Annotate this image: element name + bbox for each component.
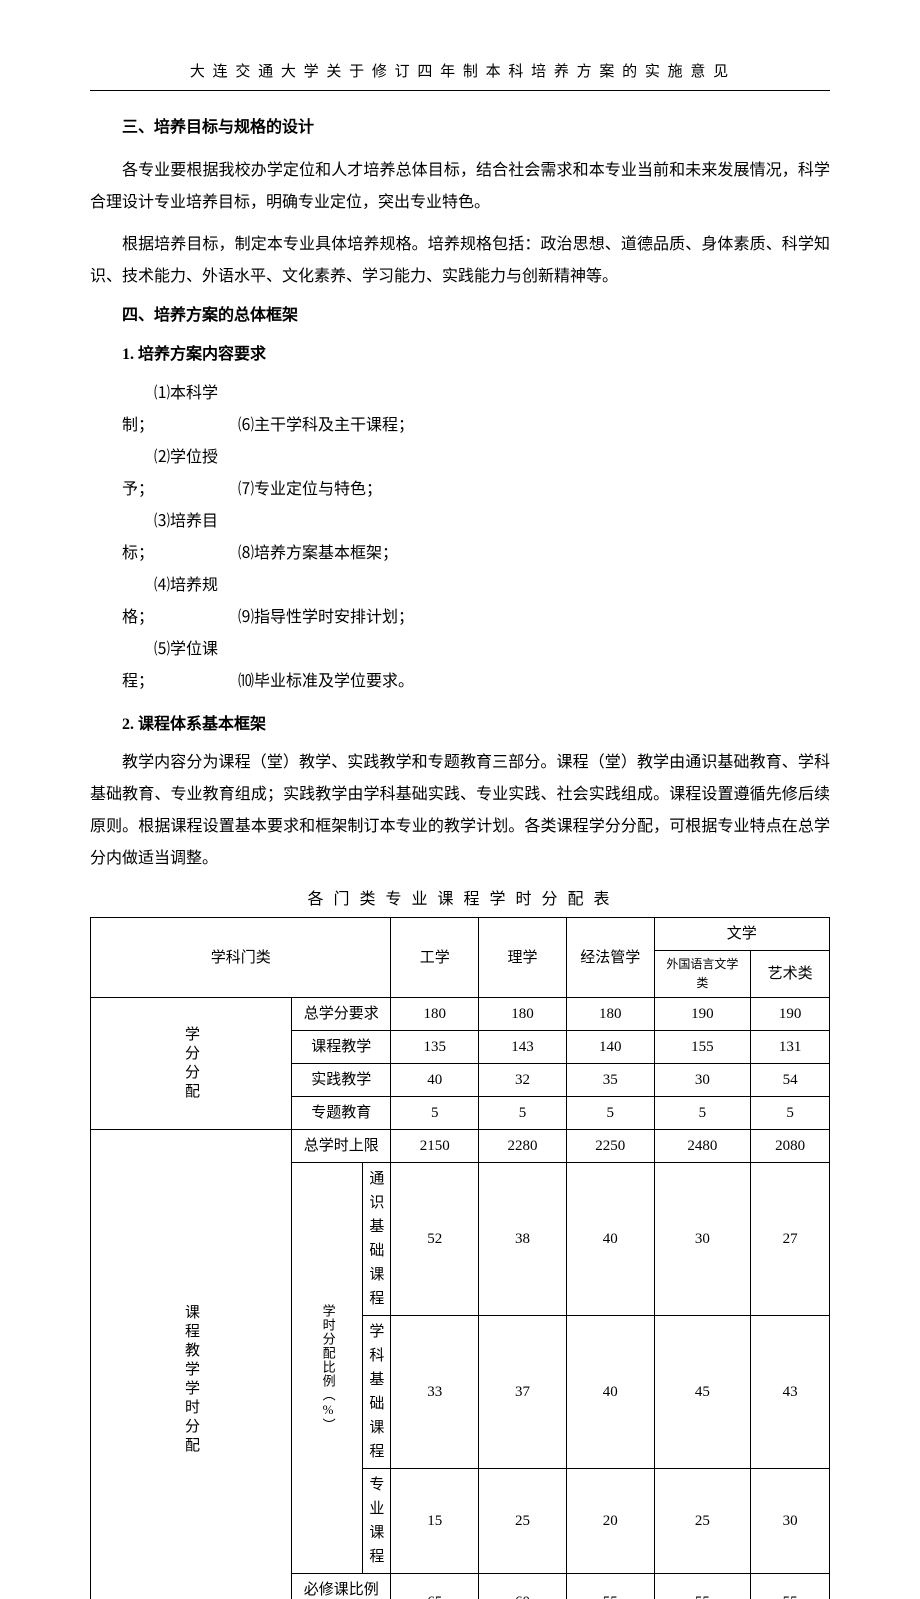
- table-title: 各 门 类 专 业 课 程 学 时 分 配 表: [90, 887, 830, 913]
- list-item-4-right: ⑼指导性学时安排计划；: [238, 609, 414, 626]
- g1-r3-eng: 40: [391, 1064, 479, 1097]
- g2-r2-eng: 52: [391, 1163, 479, 1316]
- g2-r2-sci: 38: [479, 1163, 567, 1316]
- list-item-3-right: ⑻培养方案基本框架；: [238, 545, 398, 562]
- list-item-5-right: ⑽毕业标准及学位要求。: [238, 673, 414, 690]
- g2-r2-h: 通识基础课程: [363, 1163, 391, 1316]
- g2-r1-l2: 2080: [751, 1130, 830, 1163]
- table-row-g2-r1: 课程教学学时分配 总学时上限 2150 2280 2250 2480 2080: [91, 1130, 830, 1163]
- g2-r5-sci: 60: [479, 1574, 567, 1599]
- th-lit-sub2: 艺术类: [751, 950, 830, 997]
- list-item-1-left: ⑴本科学制；: [122, 378, 234, 442]
- g2-r1-sci: 2280: [479, 1130, 567, 1163]
- list-row-4: ⑷培养规格； ⑼指导性学时安排计划；: [90, 570, 830, 634]
- g1-r4-ecolaw: 5: [566, 1097, 654, 1130]
- g1-r2-l2: 131: [751, 1031, 830, 1064]
- list-row-2: ⑵学位授予； ⑺专业定位与特色；: [90, 442, 830, 506]
- g1-label: 学分分配: [91, 998, 292, 1130]
- g2-r4-sci: 25: [479, 1469, 567, 1574]
- th-engineering: 工学: [391, 917, 479, 997]
- g2-sub-label: 学时分配比例（%）: [292, 1163, 363, 1574]
- g1-r2-ecolaw: 140: [566, 1031, 654, 1064]
- g2-r4-l1: 25: [654, 1469, 751, 1574]
- g1-r2-eng: 135: [391, 1031, 479, 1064]
- list-item-5-left: ⑸学位课程；: [122, 634, 234, 698]
- g2-r2-ecolaw: 40: [566, 1163, 654, 1316]
- g2-r3-l1: 45: [654, 1316, 751, 1469]
- g2-r5-h: 必修课比例（%）: [292, 1574, 391, 1599]
- document-header: 大 连 交 通 大 学 关 于 修 订 四 年 制 本 科 培 养 方 案 的 …: [90, 60, 830, 91]
- g2-r2-l2: 27: [751, 1163, 830, 1316]
- list-item-1-right: ⑹主干学科及主干课程；: [238, 417, 414, 434]
- g1-r3-h: 实践教学: [292, 1064, 391, 1097]
- g2-r5-eng: 65: [391, 1574, 479, 1599]
- th-category: 学科门类: [91, 917, 391, 997]
- g1-r4-eng: 5: [391, 1097, 479, 1130]
- g1-r1-sci: 180: [479, 998, 567, 1031]
- th-lit-sub1: 外国语言文学类: [654, 950, 751, 997]
- g1-r3-ecolaw: 35: [566, 1064, 654, 1097]
- section-3-p1: 各专业要根据我校办学定位和人才培养总体目标，结合社会需求和本专业当前和未来发展情…: [90, 155, 830, 219]
- g2-r1-l1: 2480: [654, 1130, 751, 1163]
- g1-r1-eng: 180: [391, 998, 479, 1031]
- g2-label: 课程教学学时分配: [91, 1130, 292, 1599]
- g2-r1-h: 总学时上限: [292, 1130, 391, 1163]
- g2-r4-ecolaw: 20: [566, 1469, 654, 1574]
- g2-r3-ecolaw: 40: [566, 1316, 654, 1469]
- g1-r4-l1: 5: [654, 1097, 751, 1130]
- g1-r4-l2: 5: [751, 1097, 830, 1130]
- g1-r2-l1: 155: [654, 1031, 751, 1064]
- g2-r1-ecolaw: 2250: [566, 1130, 654, 1163]
- list-item-4-left: ⑷培养规格；: [122, 570, 234, 634]
- g2-r4-l2: 30: [751, 1469, 830, 1574]
- th-ecolaw: 经法管学: [566, 917, 654, 997]
- list-row-5: ⑸学位课程； ⑽毕业标准及学位要求。: [90, 634, 830, 698]
- g2-r4-h: 专 业 课 程: [363, 1469, 391, 1574]
- list-item-2-right: ⑺专业定位与特色；: [238, 481, 382, 498]
- g1-r3-sci: 32: [479, 1064, 567, 1097]
- g1-r4-h: 专题教育: [292, 1097, 391, 1130]
- th-science: 理学: [479, 917, 567, 997]
- list-row-1: ⑴本科学制； ⑹主干学科及主干课程；: [90, 378, 830, 442]
- section-4-sub1: 1. 培养方案内容要求: [90, 342, 830, 368]
- g1-r1-l1: 190: [654, 998, 751, 1031]
- g1-r1-h: 总学分要求: [292, 998, 391, 1031]
- g1-r2-sci: 143: [479, 1031, 567, 1064]
- g1-r2-h: 课程教学: [292, 1031, 391, 1064]
- g2-r5-ecolaw: 55: [566, 1574, 654, 1599]
- table-row-g1-r1: 学分分配 总学分要求 180 180 180 190 190: [91, 998, 830, 1031]
- credit-distribution-table: 学科门类 工学 理学 经法管学 文学 外国语言文学类 艺术类 学分分配 总学分要…: [90, 917, 830, 1599]
- list-item-2-left: ⑵学位授予；: [122, 442, 234, 506]
- g2-r3-eng: 33: [391, 1316, 479, 1469]
- table-header-row-1: 学科门类 工学 理学 经法管学 文学: [91, 917, 830, 950]
- g2-r5-l1: 55: [654, 1574, 751, 1599]
- list-row-3: ⑶培养目标； ⑻培养方案基本框架；: [90, 506, 830, 570]
- g2-r3-sci: 37: [479, 1316, 567, 1469]
- list-item-3-left: ⑶培养目标；: [122, 506, 234, 570]
- g2-r2-l1: 30: [654, 1163, 751, 1316]
- th-literature: 文学: [654, 917, 829, 950]
- g1-r3-l2: 54: [751, 1064, 830, 1097]
- g1-r3-l1: 30: [654, 1064, 751, 1097]
- g1-r4-sci: 5: [479, 1097, 567, 1130]
- section-4-title: 四、培养方案的总体框架: [90, 303, 830, 329]
- section-4-p3: 教学内容分为课程（堂）教学、实践教学和专题教育三部分。课程（堂）教学由通识基础教…: [90, 747, 830, 875]
- g2-r1-eng: 2150: [391, 1130, 479, 1163]
- section-3-p2: 根据培养目标，制定本专业具体培养规格。培养规格包括：政治思想、道德品质、身体素质…: [90, 229, 830, 293]
- g1-r1-l2: 190: [751, 998, 830, 1031]
- g2-r4-eng: 15: [391, 1469, 479, 1574]
- g2-r3-l2: 43: [751, 1316, 830, 1469]
- g2-r5-l2: 55: [751, 1574, 830, 1599]
- g2-r3-h: 学科基础课程: [363, 1316, 391, 1469]
- g1-r1-ecolaw: 180: [566, 998, 654, 1031]
- section-4-sub2: 2. 课程体系基本框架: [90, 712, 830, 738]
- section-3-title: 三、培养目标与规格的设计: [90, 115, 830, 141]
